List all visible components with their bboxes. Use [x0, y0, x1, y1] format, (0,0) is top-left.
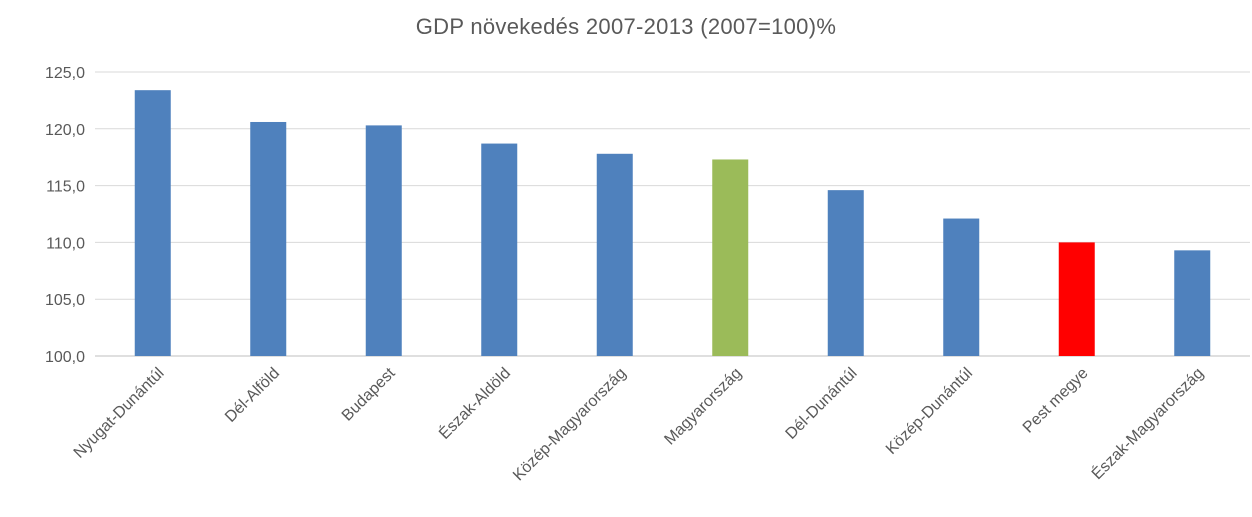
- x-tick-label: Észak-Magyarország: [1087, 363, 1207, 483]
- x-tick-label: Budapest: [339, 364, 399, 424]
- y-axis-ticks: 100,0 105,0 110,0 115,0 120,0 125,0: [45, 65, 85, 366]
- bar: [365, 125, 402, 356]
- bar: [596, 153, 633, 356]
- bar: [827, 190, 864, 356]
- x-tick-label: Magyarország: [661, 365, 745, 449]
- bar: [250, 121, 287, 356]
- x-tick-label: Dél-Dunántúl: [783, 365, 861, 443]
- gridlines: [95, 71, 1250, 357]
- x-tick-label: Pest megye: [1020, 365, 1092, 437]
- y-tick-label: 125,0: [45, 65, 85, 82]
- y-tick-label: 110,0: [46, 235, 85, 252]
- bar: [1174, 250, 1211, 356]
- y-tick-label: 120,0: [45, 122, 85, 139]
- y-tick-label: 100,0: [45, 349, 85, 366]
- x-tick-label: Közép-Magyarország: [510, 365, 630, 485]
- bars: [134, 90, 1211, 357]
- y-tick-label: 115,0: [46, 179, 85, 196]
- x-tick-label: Közép-Dunántúl: [883, 365, 976, 458]
- bar: [134, 90, 171, 357]
- bar: [1058, 242, 1095, 356]
- x-tick-label: Észak-Aldöld: [435, 363, 514, 442]
- bar: [481, 143, 518, 356]
- bar: [943, 218, 980, 356]
- chart-title: GDP növekedés 2007-2013 (2007=100)%: [415, 14, 837, 39]
- x-tick-label: Dél-Alföld: [222, 365, 283, 426]
- bar: [712, 159, 749, 356]
- x-tick-label: Nyugat-Dunántúl: [71, 365, 168, 462]
- x-axis-labels: Nyugat-Dunántúl Dél-Alföld Budapest Észak-A…: [71, 363, 1207, 484]
- y-tick-label: 105,0: [45, 292, 85, 309]
